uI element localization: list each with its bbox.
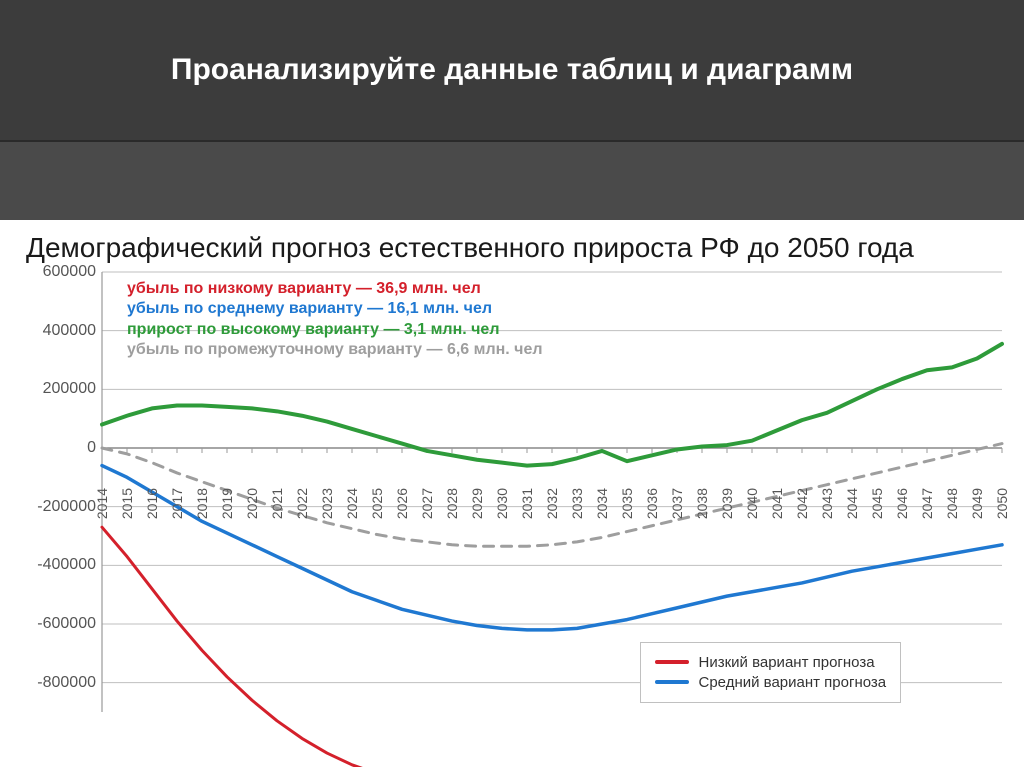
y-tick-label: -800000 bbox=[37, 674, 96, 692]
x-tick-label: 2025 bbox=[369, 488, 385, 519]
header-bar: Проанализируйте данные таблиц и диаграмм bbox=[0, 0, 1024, 140]
legend-label: Средний вариант прогноза bbox=[699, 674, 887, 691]
x-tick-label: 2030 bbox=[494, 488, 510, 519]
y-tick-label: 0 bbox=[87, 439, 96, 457]
x-tick-label: 2018 bbox=[194, 488, 210, 519]
legend-item: Низкий вариант прогноза bbox=[655, 654, 887, 671]
x-tick-label: 2041 bbox=[769, 488, 785, 519]
x-tick-label: 2044 bbox=[844, 488, 860, 519]
x-tick-label: 2015 bbox=[119, 488, 135, 519]
x-tick-label: 2046 bbox=[894, 488, 910, 519]
legend-swatch bbox=[655, 680, 689, 684]
x-tick-label: 2039 bbox=[719, 488, 735, 519]
x-tick-label: 2026 bbox=[394, 488, 410, 519]
x-tick-label: 2016 bbox=[144, 488, 160, 519]
x-tick-label: 2014 bbox=[94, 488, 110, 519]
legend-item: Средний вариант прогноза bbox=[655, 674, 887, 691]
legend-label: Низкий вариант прогноза bbox=[699, 654, 875, 671]
x-tick-label: 2019 bbox=[219, 488, 235, 519]
x-tick-label: 2032 bbox=[544, 488, 560, 519]
slide: Проанализируйте данные таблиц и диаграмм… bbox=[0, 0, 1024, 767]
x-tick-label: 2027 bbox=[419, 488, 435, 519]
chart-annotation: прирост по высокому варианту — 3,1 млн. … bbox=[127, 321, 499, 339]
y-tick-label: -600000 bbox=[37, 615, 96, 633]
x-tick-label: 2034 bbox=[594, 488, 610, 519]
x-tick-label: 2028 bbox=[444, 488, 460, 519]
chart-legend: Низкий вариант прогноза Средний вариант п… bbox=[640, 642, 902, 703]
x-tick-label: 2033 bbox=[569, 488, 585, 519]
x-tick-label: 2024 bbox=[344, 488, 360, 519]
x-tick-label: 2029 bbox=[469, 488, 485, 519]
x-tick-label: 2043 bbox=[819, 488, 835, 519]
y-tick-label: -400000 bbox=[37, 556, 96, 574]
x-tick-label: 2040 bbox=[744, 488, 760, 519]
x-tick-label: 2045 bbox=[869, 488, 885, 519]
x-tick-label: 2020 bbox=[244, 488, 260, 519]
series-low bbox=[102, 527, 502, 767]
x-tick-label: 2048 bbox=[944, 488, 960, 519]
x-tick-label: 2022 bbox=[294, 488, 310, 519]
y-tick-label: 200000 bbox=[43, 380, 96, 398]
x-tick-label: 2037 bbox=[669, 488, 685, 519]
x-tick-label: 2021 bbox=[269, 488, 285, 519]
x-tick-label: 2038 bbox=[694, 488, 710, 519]
x-tick-label: 2047 bbox=[919, 488, 935, 519]
x-tick-label: 2042 bbox=[794, 488, 810, 519]
x-tick-label: 2036 bbox=[644, 488, 660, 519]
header-separator bbox=[0, 140, 1024, 142]
y-tick-label: -200000 bbox=[37, 498, 96, 516]
x-tick-label: 2049 bbox=[969, 488, 985, 519]
chart-annotation: убыль по промежуточному варианту — 6,6 м… bbox=[127, 341, 543, 359]
slide-title: Проанализируйте данные таблиц и диаграмм bbox=[171, 53, 853, 87]
chart-annotation: убыль по низкому варианту — 36,9 млн. че… bbox=[127, 280, 481, 298]
chart-annotation: убыль по среднему варианту — 16,1 млн. ч… bbox=[127, 300, 492, 318]
y-tick-label: 400000 bbox=[43, 322, 96, 340]
x-tick-label: 2017 bbox=[169, 488, 185, 519]
x-tick-label: 2050 bbox=[994, 488, 1010, 519]
chart-title: Демографический прогноз естественного пр… bbox=[26, 232, 1004, 264]
y-tick-label: 600000 bbox=[43, 263, 96, 281]
plot-area: -800000-600000-400000-200000020000040000… bbox=[102, 272, 1002, 712]
legend-swatch bbox=[655, 660, 689, 664]
x-tick-label: 2031 bbox=[519, 488, 535, 519]
x-tick-label: 2035 bbox=[619, 488, 635, 519]
x-tick-label: 2023 bbox=[319, 488, 335, 519]
chart-panel: Демографический прогноз естественного пр… bbox=[0, 220, 1024, 767]
